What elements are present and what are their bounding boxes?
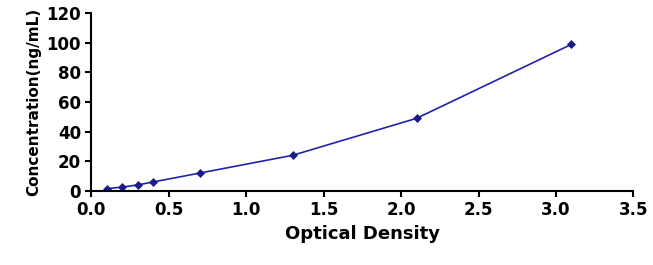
- Y-axis label: Concentration(ng/mL): Concentration(ng/mL): [26, 8, 41, 196]
- X-axis label: Optical Density: Optical Density: [285, 225, 440, 243]
